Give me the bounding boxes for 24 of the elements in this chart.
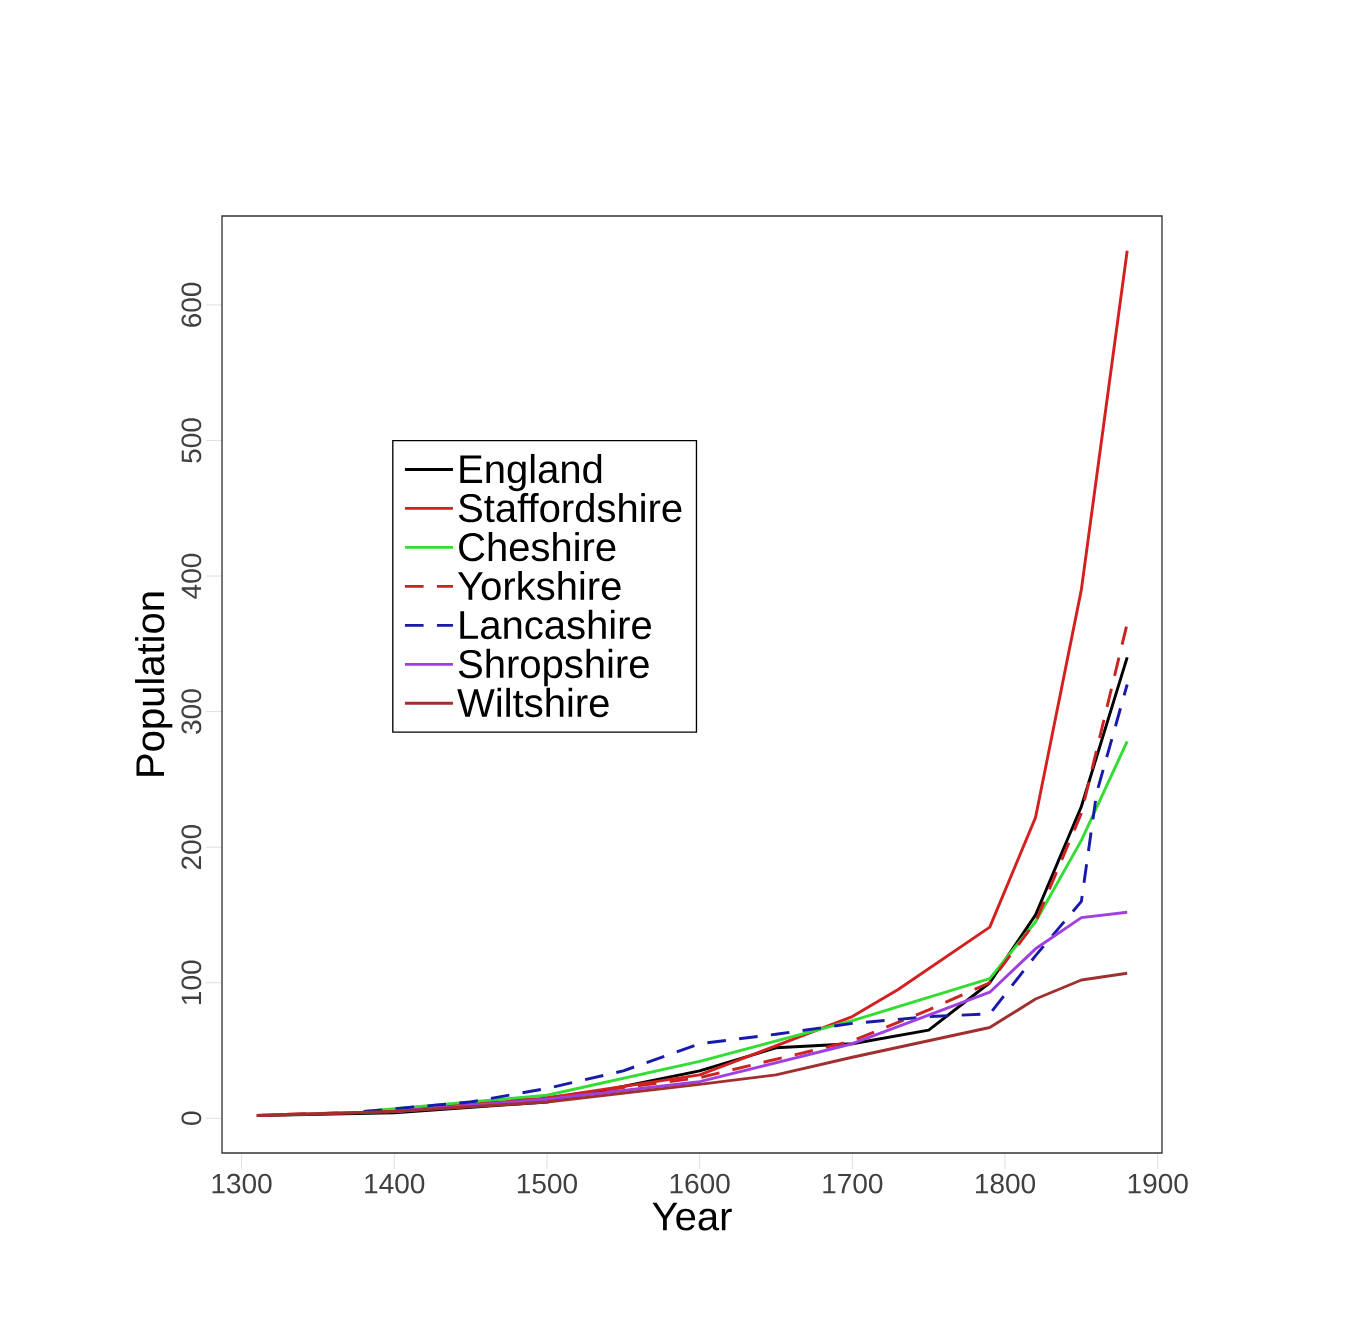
legend-label: Shropshire — [458, 648, 649, 687]
line-series — [255, 971, 1129, 1118]
y-axis-title: Population — [135, 592, 173, 776]
x-axis-title: Year — [652, 1202, 732, 1231]
legend-label: Yorkshire — [457, 570, 621, 601]
y-tick-label: 100 — [181, 960, 202, 1004]
x-tick-label: 1300 — [212, 1173, 272, 1194]
legend-label: Staffordshire — [458, 492, 682, 523]
y-tick-label: 400 — [181, 553, 202, 599]
legend-label: Wiltshire — [457, 687, 609, 718]
x-tick-label: 1400 — [365, 1173, 425, 1194]
x-tick-label: 1500 — [517, 1173, 577, 1194]
y-tick-label: 200 — [181, 824, 202, 870]
y-tick-label: 300 — [181, 689, 202, 734]
y-tick-label: 600 — [181, 282, 202, 327]
legend-label: Cheshire — [459, 531, 616, 562]
x-tick-label: 1700 — [823, 1173, 883, 1194]
y-tick-label: 0 — [181, 1111, 202, 1125]
y-tick-label: 500 — [181, 418, 202, 463]
x-tick-label: 1900 — [1128, 1173, 1188, 1194]
x-tick-label: 1800 — [976, 1173, 1036, 1194]
legend-label: England — [460, 453, 602, 492]
x-tick-label: 1600 — [670, 1173, 730, 1194]
legend-label: Lancashire — [460, 609, 651, 640]
